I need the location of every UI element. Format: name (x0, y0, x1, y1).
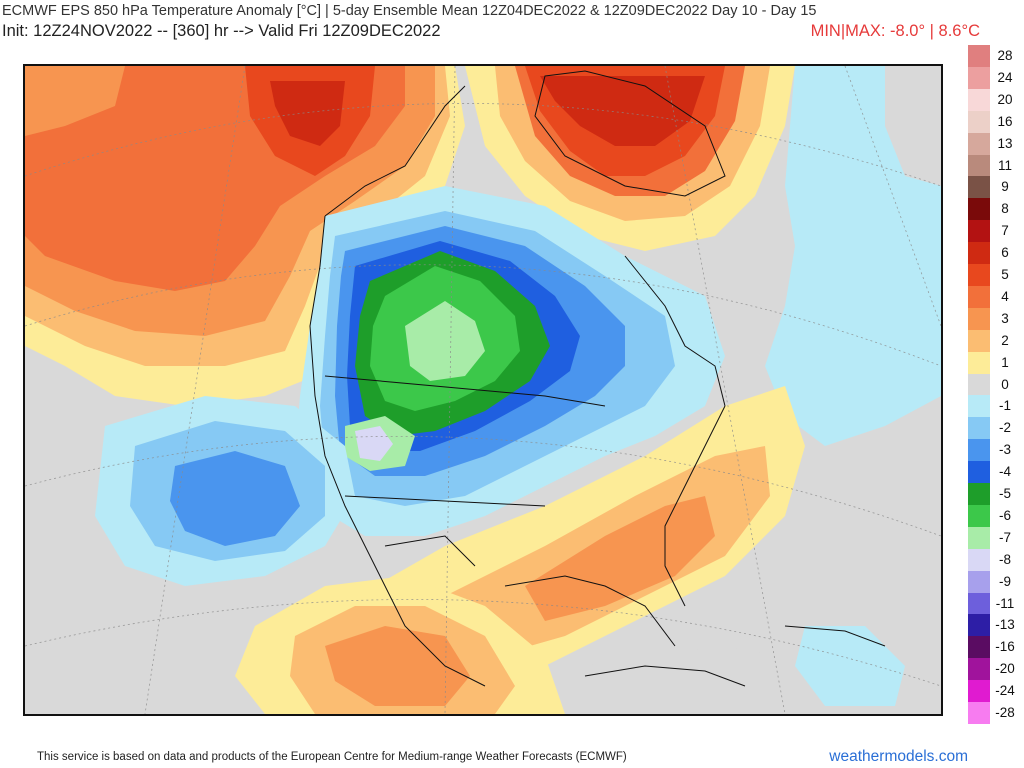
colorbar-swatch (968, 198, 990, 221)
colorbar-label: 9 (1001, 179, 1009, 195)
colorbar-label: 28 (997, 48, 1013, 63)
colorbar-label: -5 (998, 486, 1011, 501)
cool-anomaly-atlantic (765, 66, 941, 446)
colorbar-swatch (968, 658, 990, 681)
colorbar-label: -7 (998, 529, 1011, 545)
colorbar-label: -11 (995, 595, 1015, 611)
min-max-readout: MIN|MAX: -8.0° | 8.6°C (810, 22, 980, 40)
colorbar-swatch (968, 439, 990, 462)
colorbar-label: 7 (1001, 223, 1009, 239)
colorbar-swatch (968, 351, 990, 374)
colorbar-swatch (968, 45, 990, 68)
colorbar-label: 3 (1001, 310, 1009, 326)
colorbar-label: 11 (997, 157, 1012, 173)
colorbar-label: -16 (995, 639, 1015, 655)
colorbar-swatch (968, 702, 990, 725)
colorbar-swatch (968, 548, 990, 572)
colorbar-swatch (968, 264, 990, 287)
colorbar-label: 1 (1001, 354, 1009, 370)
colorbar-label: -8 (998, 551, 1011, 567)
colorbar-swatch (968, 307, 990, 331)
colorbar-label: 4 (1001, 288, 1009, 304)
colorbar-label: 0 (1001, 376, 1009, 392)
colorbar-label: -13 (995, 617, 1015, 633)
colorbar-swatch (968, 110, 990, 134)
anomaly-map-canvas (25, 66, 941, 714)
colorbar-swatch (968, 614, 990, 637)
colorbar-swatch (968, 570, 990, 593)
init-valid-line: Init: 12Z24NOV2022 -- [360] hr --> Valid… (2, 22, 441, 40)
colorbar-swatch (968, 176, 990, 199)
colorbar-swatch (968, 461, 990, 484)
colorbar-swatch (968, 88, 990, 112)
colorbar-swatch (968, 154, 990, 177)
colorbar-swatch (968, 504, 990, 528)
colorbar-swatch (968, 220, 990, 243)
anomaly-map (23, 64, 943, 716)
colorbar-swatch (968, 395, 990, 418)
ecmwf-attribution: This service is based on data and produc… (37, 751, 627, 763)
colorbar-label: -6 (998, 507, 1011, 523)
colorbar-swatch (968, 680, 990, 703)
colorbar-swatch (968, 373, 990, 396)
colorbar-swatch (968, 285, 990, 309)
colorbar-label: -2 (998, 420, 1011, 436)
colorbar-label: -4 (998, 464, 1011, 480)
map-title: ECMWF EPS 850 hPa Temperature Anomaly [°… (2, 3, 817, 19)
colorbar-label: 20 (997, 91, 1013, 107)
colorbar-label: 24 (997, 69, 1013, 85)
colorbar-swatch (968, 417, 990, 440)
colorbar-swatch (968, 636, 990, 659)
site-link[interactable]: weathermodels.com (829, 748, 968, 765)
colorbar-label: 2 (1001, 332, 1009, 348)
colorbar-label: -24 (995, 683, 1015, 699)
colorbar-label: -1 (998, 398, 1011, 414)
colorbar-label: -3 (998, 442, 1011, 458)
colorbar-swatch (968, 592, 990, 615)
colorbar-label: -28 (995, 705, 1015, 720)
colorbar-swatch (968, 329, 990, 353)
colorbar-label: -9 (998, 573, 1011, 589)
colorbar-label: 5 (1001, 267, 1009, 282)
colorbar-label: 13 (997, 135, 1013, 151)
colorbar-swatch (968, 66, 990, 90)
colorbar-label: 6 (1001, 245, 1009, 261)
colorbar-label: 8 (1001, 201, 1009, 217)
colorbar-label: -20 (995, 661, 1015, 677)
colorbar-swatch (968, 526, 990, 550)
colorbar-label: 16 (997, 113, 1013, 129)
colorbar-swatch (968, 132, 990, 155)
colorbar-swatch (968, 483, 990, 506)
colorbar-swatch (968, 242, 990, 265)
